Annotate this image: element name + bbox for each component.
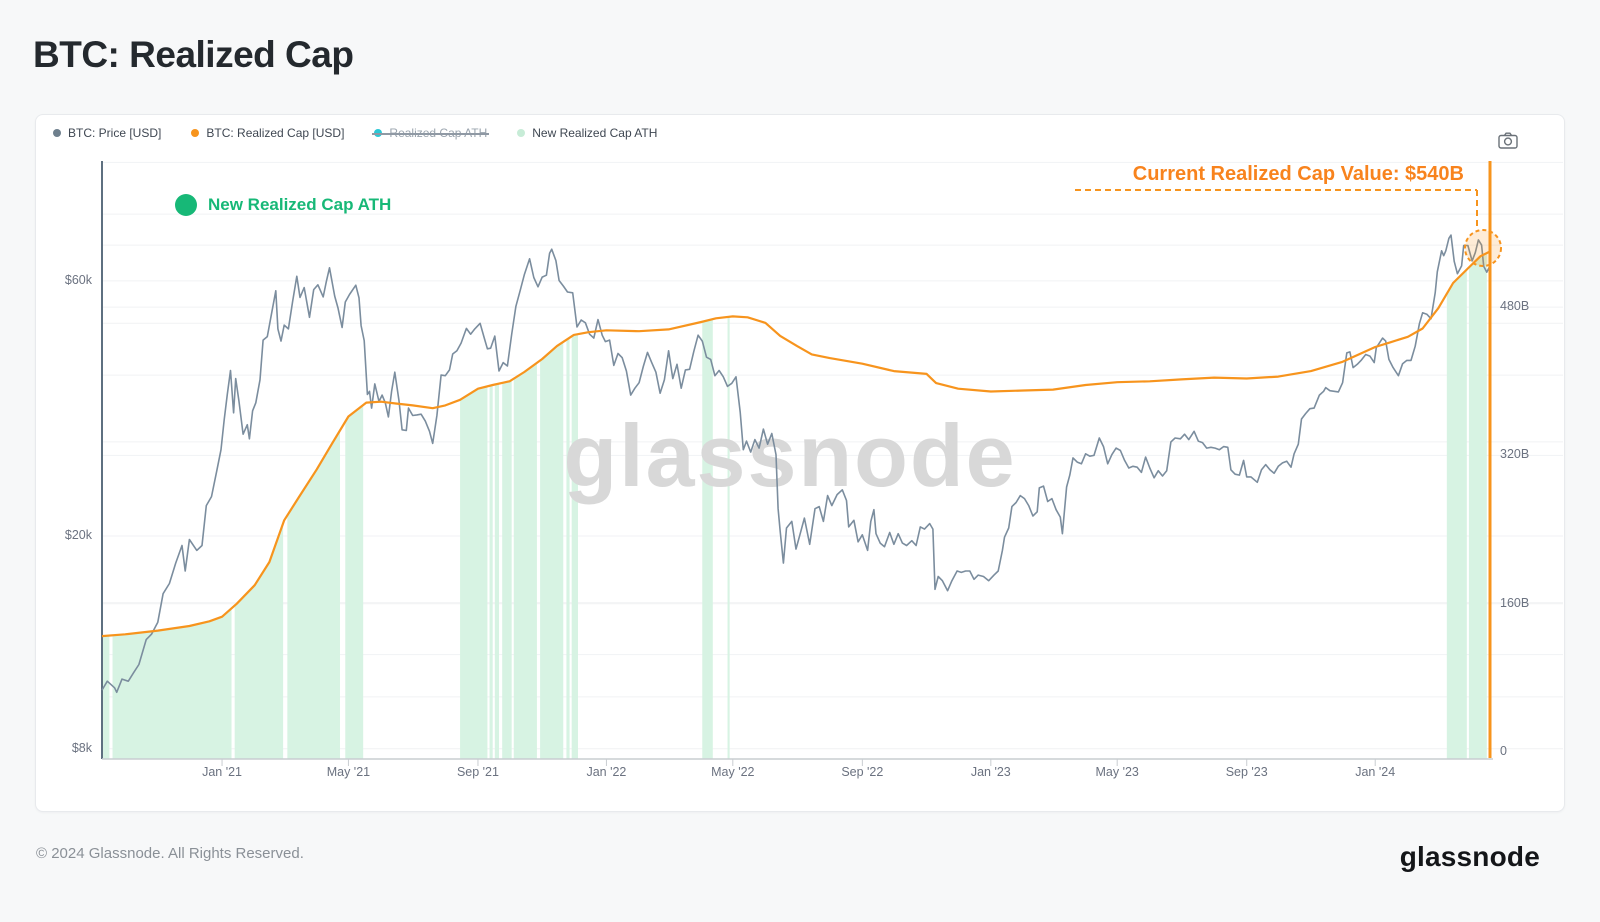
x-tick-label: May '23: [1095, 765, 1139, 779]
x-tick-label: Jan '23: [970, 765, 1011, 779]
y-right-tick-label: 320B: [1500, 447, 1530, 462]
y-left-tick-label: $60k: [64, 272, 92, 287]
price-series-dot-icon: [53, 129, 61, 137]
x-tick-label: Sep '21: [456, 765, 499, 779]
legend-item-new-realized-cap-ath[interactable]: New Realized Cap ATH: [517, 126, 657, 140]
legend-label: Realized Cap ATH: [389, 126, 488, 140]
camera-icon: [1498, 132, 1518, 149]
legend-item-realized-cap[interactable]: BTC: Realized Cap [USD]: [191, 126, 344, 140]
new-realized-cap-ath-dot-icon: [517, 129, 526, 137]
screenshot-button[interactable]: [1494, 129, 1522, 151]
current-value-annotation: Current Realized Cap Value: $540B: [1132, 163, 1464, 185]
chart-legend: BTC: Price [USD] BTC: Realized Cap [USD]…: [53, 126, 657, 140]
y-right-tick-label: 480B: [1500, 299, 1530, 314]
watermark: glassnode: [563, 406, 1017, 505]
new-ath-annotation: New Realized Cap ATH: [208, 195, 392, 214]
x-tick-label: Jan '24: [1355, 765, 1396, 779]
y-left-tick-label: $20k: [64, 528, 92, 542]
x-tick-label: May '22: [711, 765, 755, 779]
page-title: BTC: Realized Cap: [33, 34, 354, 75]
legend-item-realized-cap-ath[interactable]: Realized Cap ATH: [372, 126, 490, 140]
y-left-tick-label: $8k: [71, 740, 92, 755]
new-ath-marker-dot-icon: [175, 194, 197, 216]
x-tick-label: Jan '21: [202, 765, 242, 779]
y-right-tick-label: 0: [1500, 744, 1507, 758]
legend-label: BTC: Realized Cap [USD]: [206, 126, 345, 140]
x-tick-label: Sep '23: [1225, 765, 1268, 779]
x-tick-label: Jan '22: [586, 765, 627, 779]
legend-label: New Realized Cap ATH: [532, 126, 658, 140]
legend-item-btc-price[interactable]: BTC: Price [USD]: [53, 126, 161, 140]
realized-cap-ath-dot-icon: [374, 129, 383, 137]
legend-label: BTC: Price [USD]: [68, 126, 162, 140]
realized-cap-series-dot-icon: [191, 129, 200, 137]
y-right-tick-label: 160B: [1500, 595, 1530, 610]
glassnode-logo: glassnode: [1399, 841, 1540, 872]
footer-copyright: © 2024 Glassnode. All Rights Reserved.: [36, 845, 304, 862]
x-tick-label: Sep '22: [841, 765, 884, 779]
x-tick-label: May '21: [326, 765, 371, 779]
